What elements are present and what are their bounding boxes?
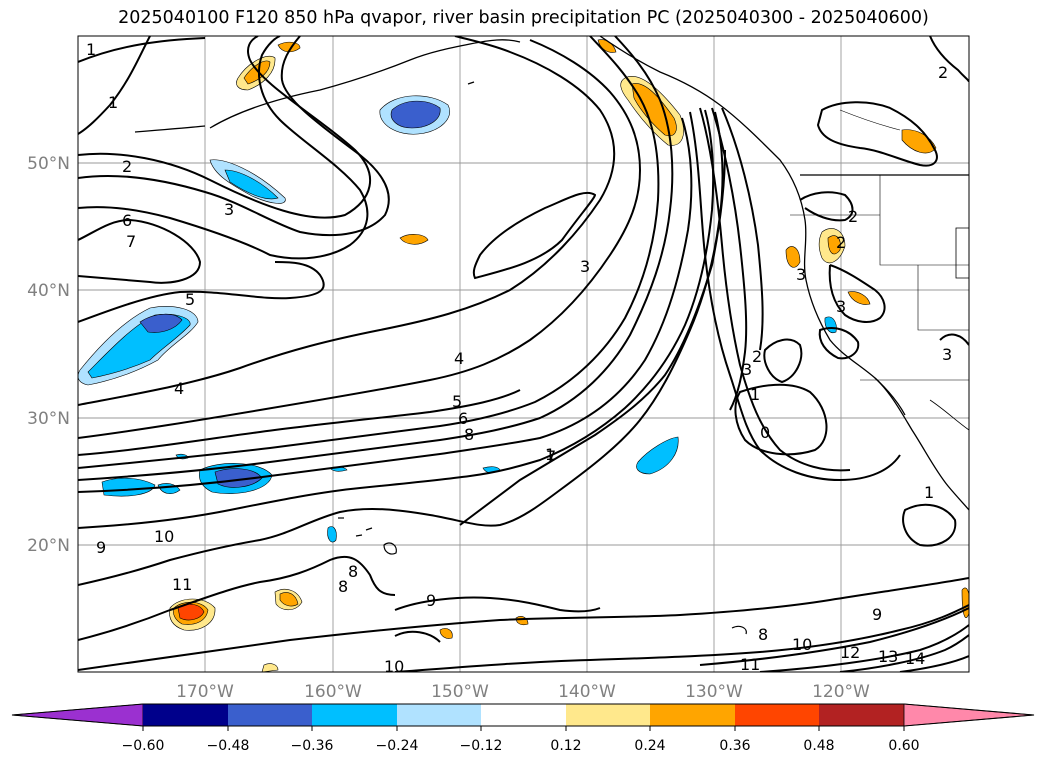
colorbar-tick-label: −0.60 [122,738,165,754]
colorbar-segment [143,704,228,726]
colorbar-segment [650,704,735,726]
contour-label: 7 [546,447,556,466]
contour-label: 1 [108,93,118,112]
contour-label: 7 [126,232,136,251]
contour-label: 4 [174,379,184,398]
lon-label: 170°W [176,682,234,702]
islands [338,81,747,635]
colorbar-segment [819,704,904,726]
contour-labels: 1 1 2 3 6 7 5 4 3 4 5 6 8 7 10 9 11 8 8 … [86,40,952,676]
colorbar-tick-label: 0.24 [634,738,665,754]
contour-label: 9 [872,605,882,624]
colorbar-segment [11,703,144,727]
contour-label: 9 [96,538,106,557]
contour-label: 10 [792,635,812,654]
contour-label: 4 [454,349,464,368]
contour-label: 8 [348,562,358,581]
plot-frame [77,35,970,673]
colorbar-segment [903,703,1035,727]
lat-label: 40°N [27,281,70,301]
contour-label: 12 [840,643,860,662]
colorbar-segment [312,704,397,726]
neg-blob-e25 [636,436,679,475]
contour-label: 9 [426,591,436,610]
map-title: 2025040100 F120 850 hPa qvapor, river ba… [118,8,929,28]
neg-blob-w25 [101,477,156,497]
colorbar-tick-label: −0.36 [291,738,334,754]
contour-label: 10 [384,657,404,676]
contour-label: 3 [742,360,752,379]
contour-label: 8 [464,425,474,444]
colorbar-segment [397,704,481,726]
contour-label: 13 [878,647,898,666]
contour-label: 8 [338,577,348,596]
colorbar-segment [481,704,566,726]
contour-label: 10 [154,527,174,546]
colorbar-tick-label: 0.48 [803,738,834,754]
colorbar-tick-label: 0.36 [719,738,750,754]
colorbar-tick-label: 0.12 [550,738,581,754]
lat-label: 30°N [27,409,70,429]
contour-label: 1 [750,385,760,404]
colorbar-segment [566,704,650,726]
lat-label: 50°N [27,154,70,174]
contour-label: 1 [924,483,934,502]
contour-label: 2 [848,207,858,226]
colorbar: −0.60 −0.48 −0.36 −0.24 −0.12 0.12 0.24 … [11,703,1035,754]
contour-label: 2 [752,347,762,366]
colorbar-tick-label: 0.60 [888,738,919,754]
contour-label: 3 [796,265,806,284]
contour-label: 2 [122,157,132,176]
contour-label: 14 [905,649,925,668]
contour-label: 0 [760,423,770,442]
lon-label: 120°W [812,682,870,702]
lon-label: 130°W [685,682,743,702]
contour-label: 6 [122,211,132,230]
lon-axis-labels: 170°W 160°W 150°W 140°W 130°W 120°W [176,682,870,702]
colorbar-tick-label: −0.12 [460,738,503,754]
contour-label: 5 [452,392,462,411]
contour-label: 1 [86,40,96,59]
plot-area [78,36,969,672]
lat-label: 20°N [27,536,70,556]
lon-label: 140°W [558,682,616,702]
contour-label: 11 [172,575,192,594]
lon-label: 160°W [304,682,362,702]
lat-axis-labels: 50°N 40°N 30°N 20°N [27,154,70,556]
contour-label: 2 [938,63,948,82]
contour-label: 5 [185,290,195,309]
contour-label: 8 [758,625,768,644]
contour-lines [78,36,969,672]
contour-label: 2 [836,233,846,252]
contour-label: 3 [224,200,234,219]
colorbar-tick-label: −0.24 [376,738,419,754]
contour-label: 3 [580,257,590,276]
contour-label: 1 [545,445,555,464]
gridlines [78,36,969,672]
contour-label: 6 [458,409,468,428]
colorbar-segment [228,704,312,726]
contour-label: 3 [942,345,952,364]
colorbar-tick-label: −0.48 [207,738,250,754]
contour-label: 11 [740,655,760,674]
contour-label: 3 [836,297,846,316]
colorbar-segment [735,704,819,726]
lon-label: 150°W [431,682,489,702]
